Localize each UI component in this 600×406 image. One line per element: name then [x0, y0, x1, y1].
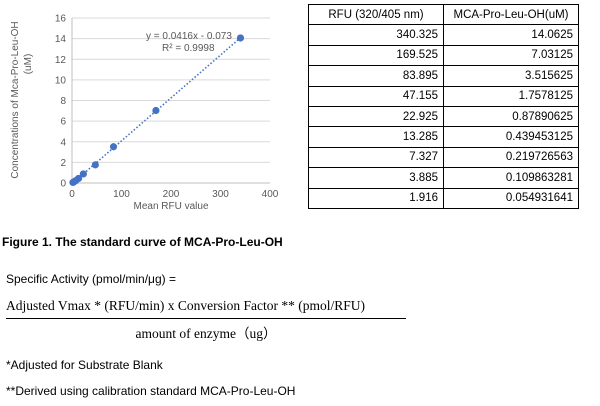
concentration-cell: 0.109863281	[443, 167, 579, 189]
table-row: 7.327 0.219726563	[308, 146, 579, 169]
table-row: 1.916 0.054931641	[308, 187, 579, 209]
formula-numerator: Adjusted Vmax * (RFU/min) x Conversion F…	[6, 298, 365, 313]
rfu-cell: 13.285	[308, 126, 444, 148]
y-tick-label: 0	[60, 179, 66, 190]
y-tick-label: 12	[55, 55, 67, 66]
concentration-cell: 3.515625	[443, 65, 579, 87]
x-tick-label: 100	[113, 189, 130, 200]
concentration-cell: 0.219726563	[443, 146, 579, 169]
table-row: 3.885 0.109863281	[308, 167, 579, 189]
fraction-bar	[6, 318, 406, 319]
table-body: 340.325 14.0625 169.525 7.03125 83.895 3.5156…	[308, 24, 579, 209]
concentration-cell: 14.0625	[443, 24, 579, 46]
table-row: 340.325 14.0625	[308, 24, 579, 46]
standard-curve-chart: 0 2 4 6 8 10 12 14 16 0 100 200 300 400 y = 0.0416x -…	[10, 14, 279, 213]
concentration-cell: 0.054931641	[443, 187, 579, 209]
table-row: 22.925 0.87890625	[308, 105, 579, 128]
table-row: 83.895 3.515625	[308, 65, 579, 87]
rfu-cell: 3.885	[308, 167, 444, 189]
formula-denominator: amount of enzyme（ug）	[135, 326, 277, 341]
concentration-cell: 1.7578125	[443, 85, 579, 107]
data-point	[152, 106, 160, 115]
specific-activity-label: Specific Activity (pmol/min/μg) =	[6, 272, 176, 286]
table-row: 13.285 0.439453125	[308, 126, 579, 148]
y-tick-label: 10	[55, 75, 67, 86]
data-point	[69, 178, 77, 187]
chart-axes	[71, 18, 270, 184]
concentration-cell: 7.03125	[443, 44, 579, 67]
column-header-concentration: MCA-Pro-Leu-OH(uM)	[443, 3, 579, 26]
data-point	[91, 161, 99, 169]
data-point	[109, 143, 118, 151]
y-tick-label: 8	[60, 96, 66, 107]
chart-points	[69, 34, 245, 187]
column-header-rfu: RFU (320/405 nm)	[308, 3, 444, 26]
rfu-cell: 83.895	[308, 65, 444, 87]
rfu-cell: 22.925	[308, 105, 444, 128]
trendline-equation: y = 0.0416x - 0.073	[146, 31, 232, 42]
footnote-substrate-blank: *Adjusted for Substrate Blank	[6, 358, 163, 372]
figure-caption: Figure 1. The standard curve of MCA-Pro-…	[2, 235, 283, 249]
concentration-cell: 0.439453125	[443, 126, 579, 148]
y-tick-label: 6	[60, 117, 66, 128]
rfu-cell: 169.525	[308, 44, 444, 67]
calibration-table: RFU (320/405 nm) MCA-Pro-Leu-OH(uM) 340.…	[308, 3, 579, 209]
y-tick-label: 2	[60, 158, 66, 169]
rfu-cell: 7.327	[308, 146, 444, 169]
r-squared-label: R² = 0.9998	[162, 43, 215, 54]
y-tick-label: 4	[60, 137, 66, 148]
chart-gridlines	[72, 17, 270, 163]
y-tick-label: 16	[55, 14, 67, 25]
y-axis-label-line2: (uM)	[23, 54, 34, 75]
data-point	[79, 170, 87, 178]
rfu-cell: 47.155	[308, 85, 444, 107]
table-row: 169.525 7.03125	[308, 44, 579, 67]
footnote-calibration-standard: **Derived using calibration standard MCA…	[6, 384, 296, 398]
table-row: 47.155 1.7578125	[308, 85, 579, 107]
x-tick-label: 300	[212, 189, 229, 200]
x-tick-label: 200	[163, 189, 180, 200]
chart-tick-labels: 0 2 4 6 8 10 12 14 16 0 100 200 300 400	[55, 14, 279, 201]
rfu-cell: 1.916	[308, 187, 444, 209]
data-point	[236, 34, 245, 42]
concentration-cell: 0.87890625	[443, 105, 579, 128]
rfu-cell: 340.325	[308, 24, 444, 46]
x-axis-label: Mean RFU value	[133, 201, 208, 212]
y-axis-label-line1: Concentrations of Mca-Pro-Leu-OH	[10, 21, 21, 178]
x-tick-label: 0	[69, 189, 75, 200]
y-tick-label: 14	[55, 34, 67, 45]
table-header-row: RFU (320/405 nm) MCA-Pro-Leu-OH(uM)	[308, 3, 579, 26]
x-tick-label: 400	[262, 189, 279, 200]
